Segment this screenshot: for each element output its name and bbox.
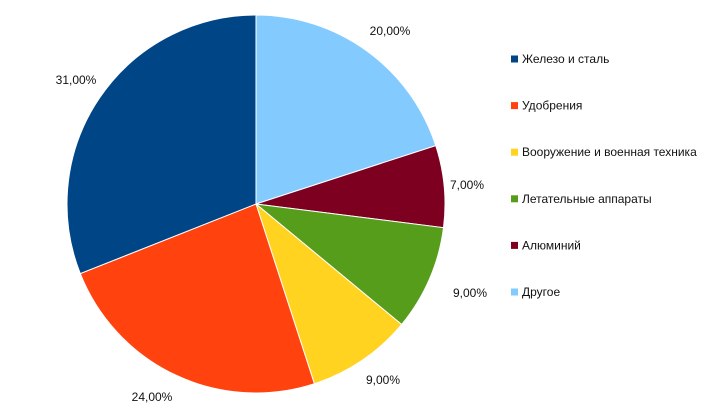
pie-slice-1 [66,14,257,275]
data-label-5: 7,00% [450,178,484,192]
data-label-1: 31,00% [56,73,97,87]
legend-label-3: Вооружение и военная техника [522,145,697,159]
data-label-3: 9,00% [366,373,400,387]
legend-item-5: Алюминий [511,238,581,252]
pie-slices [66,14,446,394]
legend-swatch-6 [511,288,518,296]
legend-item-2: Удобрения [511,99,582,113]
pie-slice-2 [79,203,316,394]
data-labels: 20,00% 7,00% 9,00% 9,00% 24,00% 31,00% [56,24,488,404]
data-label-6: 20,00% [370,24,411,38]
legend-swatch-1 [511,55,518,63]
legend: Железо и сталь Удобрения Вооружение и воен… [511,52,697,299]
legend-swatch-4 [511,195,518,203]
data-label-4: 9,00% [453,286,487,300]
pie-slice-4 [254,203,445,326]
legend-label-2: Удобрения [522,99,582,113]
pie-slice-6 [255,14,437,205]
pie-slice-3 [254,202,403,385]
legend-label-4: Летательные аппараты [522,192,652,206]
legend-label-5: Алюминий [522,238,581,252]
legend-swatch-3 [511,148,518,156]
legend-swatch-5 [511,241,518,249]
legend-swatch-2 [511,102,518,110]
legend-label-1: Железо и сталь [522,52,609,66]
legend-item-4: Летательные аппараты [511,192,652,206]
legend-item-1: Железо и сталь [511,52,609,66]
data-label-2: 24,00% [132,390,173,404]
legend-item-3: Вооружение и военная техника [511,145,697,159]
legend-item-6: Другое [511,285,560,299]
legend-label-6: Другое [522,285,560,299]
